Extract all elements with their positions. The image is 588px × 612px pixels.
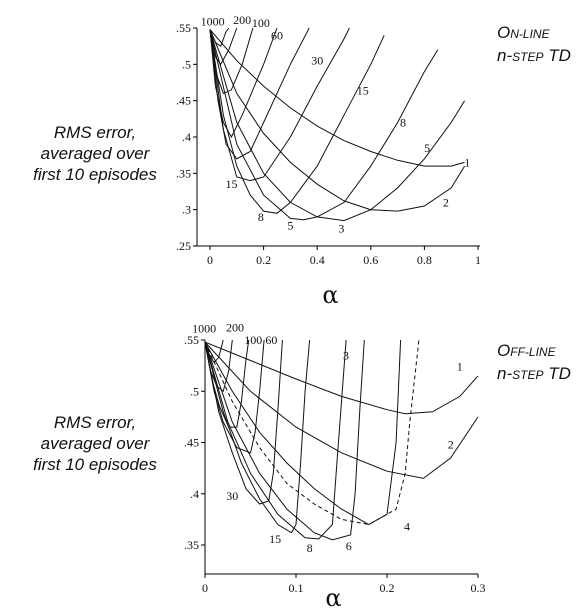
title-line-1: OFF-LINE — [497, 340, 571, 363]
curve-label: 2 — [443, 195, 449, 209]
x-tick-label: 1 — [475, 253, 481, 267]
series-line-n30 — [209, 27, 310, 160]
title-part: TD — [543, 46, 571, 65]
title-part: STEP — [512, 50, 544, 64]
x-tick-label: 0.2 — [256, 253, 271, 267]
series-line-n30 — [205, 339, 283, 505]
x-tick-label: 0.4 — [310, 253, 325, 267]
x-axis-label: α — [322, 281, 338, 309]
x-tick-label: 0.1 — [289, 581, 304, 595]
x-tick-label: 0.6 — [363, 253, 378, 267]
x-tick-label: 0 — [202, 581, 208, 595]
title-part: FF-LINE — [510, 345, 556, 359]
y-axis-label-line: RMS error, — [53, 413, 137, 432]
title-line-2: n-STEP TD — [497, 363, 571, 386]
y-tick-label: .3 — [182, 203, 191, 217]
series-line-n3 — [209, 29, 466, 222]
series-line-n1000 — [209, 27, 230, 47]
curve-label: 100 — [244, 333, 262, 347]
series-line-n1 — [209, 29, 465, 167]
curve-label: 1000 — [201, 14, 225, 28]
curve-label: 15 — [357, 83, 369, 97]
series-line-n100 — [209, 27, 254, 95]
series-line-n8 — [205, 339, 347, 540]
series-line-n1000 — [205, 339, 224, 364]
title-part: STEP — [512, 368, 544, 382]
series-line-n60 — [209, 27, 278, 139]
curve-label: 200 — [226, 321, 244, 335]
series-line-n1 — [205, 341, 479, 415]
curve-label: 1 — [457, 360, 463, 374]
y-axis-label-line: RMS error, — [53, 123, 137, 142]
series-line-n15 — [209, 27, 350, 182]
series-line-n15 — [205, 339, 311, 534]
y-tick-label: .35 — [176, 166, 191, 180]
series-line-n3 — [205, 339, 402, 526]
y-axis-label-line: averaged over — [40, 434, 150, 453]
title-part: O — [497, 23, 511, 42]
x-tick-label: 0 — [207, 253, 213, 267]
curve-label: 30 — [311, 54, 323, 68]
curve-label: 8 — [258, 210, 264, 224]
curve-label: 15 — [225, 177, 237, 191]
curve-label: 8 — [400, 115, 406, 129]
series-line-n5 — [209, 29, 439, 221]
curve-label: 6 — [346, 539, 352, 553]
title-part: N-LINE — [510, 27, 550, 41]
chart-title-top: ON-LINE n-STEP TD — [497, 22, 571, 68]
curve-label: 3 — [343, 348, 349, 362]
y-tick-label: .5 — [190, 384, 199, 398]
x-tick-label: 0.2 — [380, 581, 395, 595]
curve-label: 1000 — [192, 322, 216, 336]
curve-label: 5 — [424, 141, 430, 155]
curve-label: 1 — [464, 155, 470, 169]
y-tick-label: .4 — [182, 130, 191, 144]
title-line-1: ON-LINE — [497, 22, 571, 45]
y-tick-label: .5 — [182, 57, 191, 71]
title-part: O — [497, 341, 511, 360]
y-axis-label-bottom: RMS error, averaged over first 10 episod… — [0, 412, 190, 475]
curve-label: 3 — [338, 222, 344, 236]
curve-label: 8 — [307, 541, 313, 555]
curve-label: 30 — [226, 489, 238, 503]
curve-label: 5 — [287, 219, 293, 233]
curve-label: 60 — [271, 28, 283, 42]
series-line-n8 — [209, 29, 385, 214]
title-part: n- — [497, 46, 513, 65]
x-axis-label: α — [325, 584, 341, 612]
chart-title-bottom: OFF-LINE n-STEP TD — [497, 340, 571, 386]
series-line-n2 — [209, 29, 466, 212]
y-tick-label: .4 — [190, 487, 199, 501]
y-tick-label: .45 — [184, 436, 199, 450]
curve-label: 2 — [448, 438, 454, 452]
curve-label: 100 — [252, 16, 270, 30]
y-axis-label-top: RMS error, averaged over first 10 episod… — [0, 122, 190, 185]
title-part: TD — [543, 364, 571, 383]
series-line-n2 — [205, 341, 479, 479]
curve-label: 15 — [269, 532, 281, 546]
y-tick-label: .55 — [184, 333, 199, 347]
x-tick-label: 0.8 — [417, 253, 432, 267]
y-axis-label-line: averaged over — [40, 144, 150, 163]
series-line-n60 — [205, 339, 265, 454]
curve-label: 4 — [404, 520, 410, 534]
series-line-n200 — [205, 339, 233, 393]
series-line-n100 — [205, 339, 250, 428]
title-line-2: n-STEP TD — [497, 45, 571, 68]
y-tick-label: .45 — [176, 94, 191, 108]
x-tick-label: 0.3 — [471, 581, 486, 595]
series-line-n200 — [209, 27, 238, 66]
y-tick-label: .55 — [176, 21, 191, 35]
y-axis-label-line: first 10 episodes — [33, 455, 157, 474]
title-part: n- — [497, 364, 513, 383]
series-line-n6 — [205, 339, 365, 541]
y-axis-label-line: first 10 episodes — [33, 165, 157, 184]
y-tick-label: .25 — [176, 239, 191, 253]
curve-label: 200 — [233, 13, 251, 27]
y-tick-label: .35 — [184, 538, 199, 552]
series-line-n4 — [205, 339, 420, 526]
curve-label: 60 — [265, 333, 277, 347]
